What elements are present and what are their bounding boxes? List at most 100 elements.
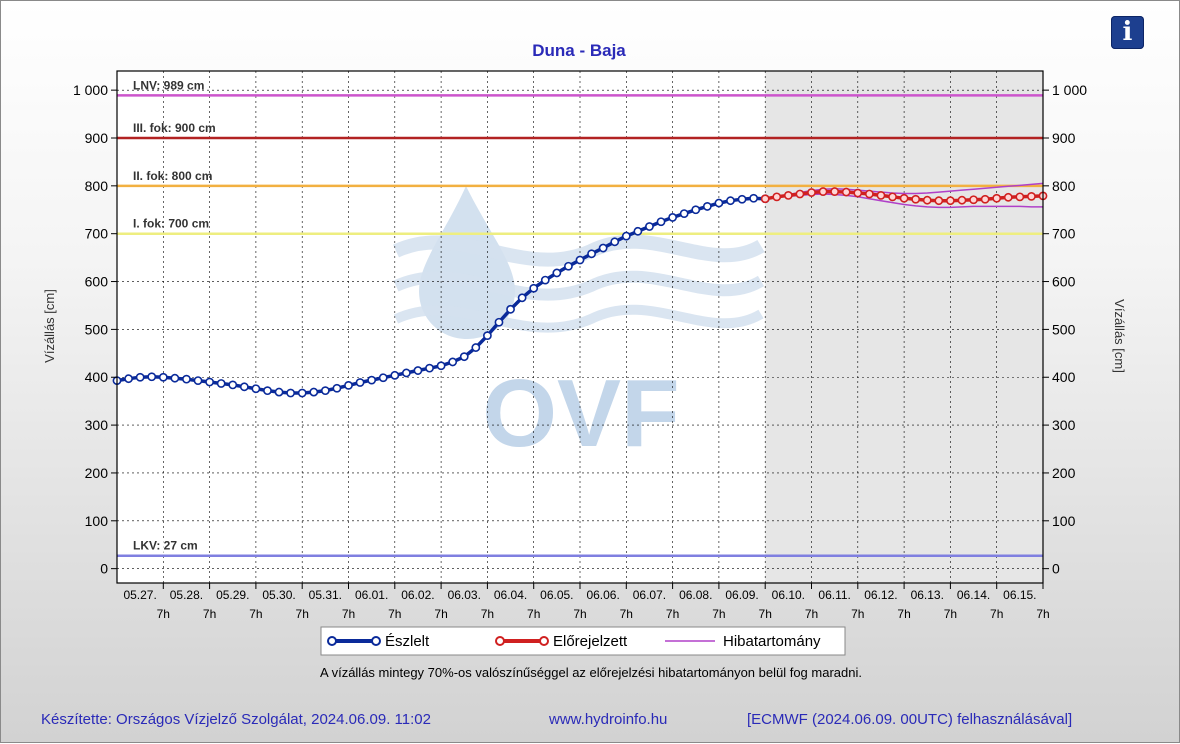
legend-error-range-label: Hibatartomány [723, 633, 821, 650]
forecast-point [783, 191, 793, 200]
observed-point [679, 209, 689, 218]
watermark-wave [393, 304, 764, 333]
x-tick-label-hour: 7h [666, 607, 679, 621]
watermark-text: OVF [482, 360, 679, 467]
forecast-point [934, 196, 944, 206]
observed-point [425, 363, 434, 373]
axes: 0 0 100 100 200 200 300 300 400 400 500 500 600 600 70… [73, 70, 1087, 621]
forecast-point [795, 189, 805, 199]
y-tick-label-left: 800 [85, 178, 109, 194]
x-tick-label-date: 06.03. [448, 588, 481, 602]
y-tick-label-right: 200 [1052, 465, 1076, 481]
x-tick-label-hour: 7h [573, 607, 586, 621]
legend-forecast-marker [495, 636, 505, 646]
observed-point [205, 377, 214, 387]
y-tick-label-left: 700 [85, 226, 109, 242]
observed-point [124, 374, 133, 384]
observed-point [216, 379, 226, 388]
observed-point [158, 372, 168, 382]
info-icon: i [1122, 17, 1133, 47]
forecast-point [760, 194, 770, 204]
x-tick-label-date: 06.01. [355, 588, 388, 602]
probability-note: A vízállás mintegy 70%-os valószínűségge… [320, 665, 862, 680]
observed-point [448, 357, 458, 367]
y-tick-label-right: 400 [1052, 369, 1076, 385]
x-tick-label-date: 05.27. [123, 588, 156, 602]
observed-point [564, 261, 573, 271]
footer-source: [ECMWF (2024.06.09. 00UTC) felhasználásá… [747, 711, 1072, 728]
observed-point [737, 194, 747, 204]
x-tick-label-date: 06.02. [401, 588, 434, 602]
x-tick-label-date: 06.13. [911, 588, 944, 602]
observed-point [182, 374, 191, 384]
y-tick-label-right: 1 000 [1052, 82, 1087, 98]
reference-label: LNV: 989 cm [133, 78, 204, 92]
x-tick-label-date: 06.11. [818, 588, 850, 602]
forecast-point [807, 188, 816, 197]
x-tick-label-hour: 7h [157, 607, 170, 621]
observed-point [147, 372, 157, 382]
observed-point [459, 352, 469, 362]
x-tick-label-hour: 7h [805, 607, 818, 621]
x-tick-label-date: 06.06. [586, 588, 619, 602]
watermark-wave [393, 270, 765, 301]
observed-point [529, 283, 539, 293]
water-drop-shape [419, 186, 515, 339]
y-tick-label-right: 900 [1052, 130, 1076, 146]
x-tick-label-hour: 7h [434, 607, 447, 621]
observed-point [749, 193, 759, 203]
x-tick-label-hour: 7h [712, 607, 725, 621]
forecast-point [969, 195, 978, 205]
reference-label: LKV: 27 cm [133, 539, 198, 553]
observed-point [702, 202, 712, 211]
forecast-point [853, 188, 863, 198]
reference-label: II. fok: 800 cm [133, 169, 212, 183]
observed-point [228, 380, 238, 390]
grid-lines [117, 71, 1043, 583]
observed-point [587, 249, 596, 259]
forecast-point [830, 187, 840, 196]
forecast-point [888, 192, 897, 202]
x-tick-label-date: 05.29. [216, 588, 249, 602]
observed-point [378, 373, 388, 383]
observed-point [286, 388, 296, 398]
observed-point [193, 376, 203, 385]
observed-point [540, 275, 550, 285]
x-tick-label-date: 06.15. [1003, 588, 1036, 602]
y-tick-label-left: 0 [100, 561, 108, 577]
x-tick-label-hour: 7h [249, 607, 262, 621]
x-tick-label-date: 06.14. [957, 588, 990, 602]
forecast-point [818, 187, 828, 196]
forecast-point [957, 195, 967, 205]
y-tick-label-right: 0 [1052, 561, 1060, 577]
x-tick-label-date: 06.09. [725, 588, 758, 602]
x-tick-label-hour: 7h [944, 607, 957, 621]
observed-point [633, 226, 643, 236]
y-axis-label-left: Vízállás [cm] [42, 289, 57, 363]
observed-point [494, 317, 504, 327]
legend-observed-label: Észlelt [385, 633, 430, 650]
reference-label: III. fok: 900 cm [133, 121, 216, 135]
y-tick-label-left: 500 [85, 321, 109, 337]
forecast-point [899, 193, 909, 203]
x-tick-label-hour: 7h [759, 607, 772, 621]
y-tick-label-right: 600 [1052, 274, 1076, 290]
y-tick-label-right: 500 [1052, 321, 1076, 337]
x-tick-label-date: 06.05. [540, 588, 573, 602]
reference-label-background [129, 538, 209, 553]
info-button[interactable]: i [1111, 16, 1144, 49]
x-tick-label-hour: 7h [527, 607, 540, 621]
observed-point [367, 375, 377, 385]
reference-lines: LNV: 989 cm III. fok: 900 cm II. fok: 800 … [117, 78, 1043, 557]
observed-point [436, 361, 446, 371]
ovf-watermark: OVF [393, 186, 765, 467]
x-tick-label-date: 06.10. [772, 588, 805, 602]
x-tick-label-hour: 7h [897, 607, 910, 621]
observed-point [598, 243, 608, 253]
legend: Észlelt Előrejelzett Hibatartomány [320, 626, 846, 656]
footer-website[interactable]: www.hydroinfo.hu [548, 711, 667, 728]
forecast-point [1027, 191, 1036, 201]
series-group [112, 182, 1048, 398]
observed-point [714, 198, 724, 208]
